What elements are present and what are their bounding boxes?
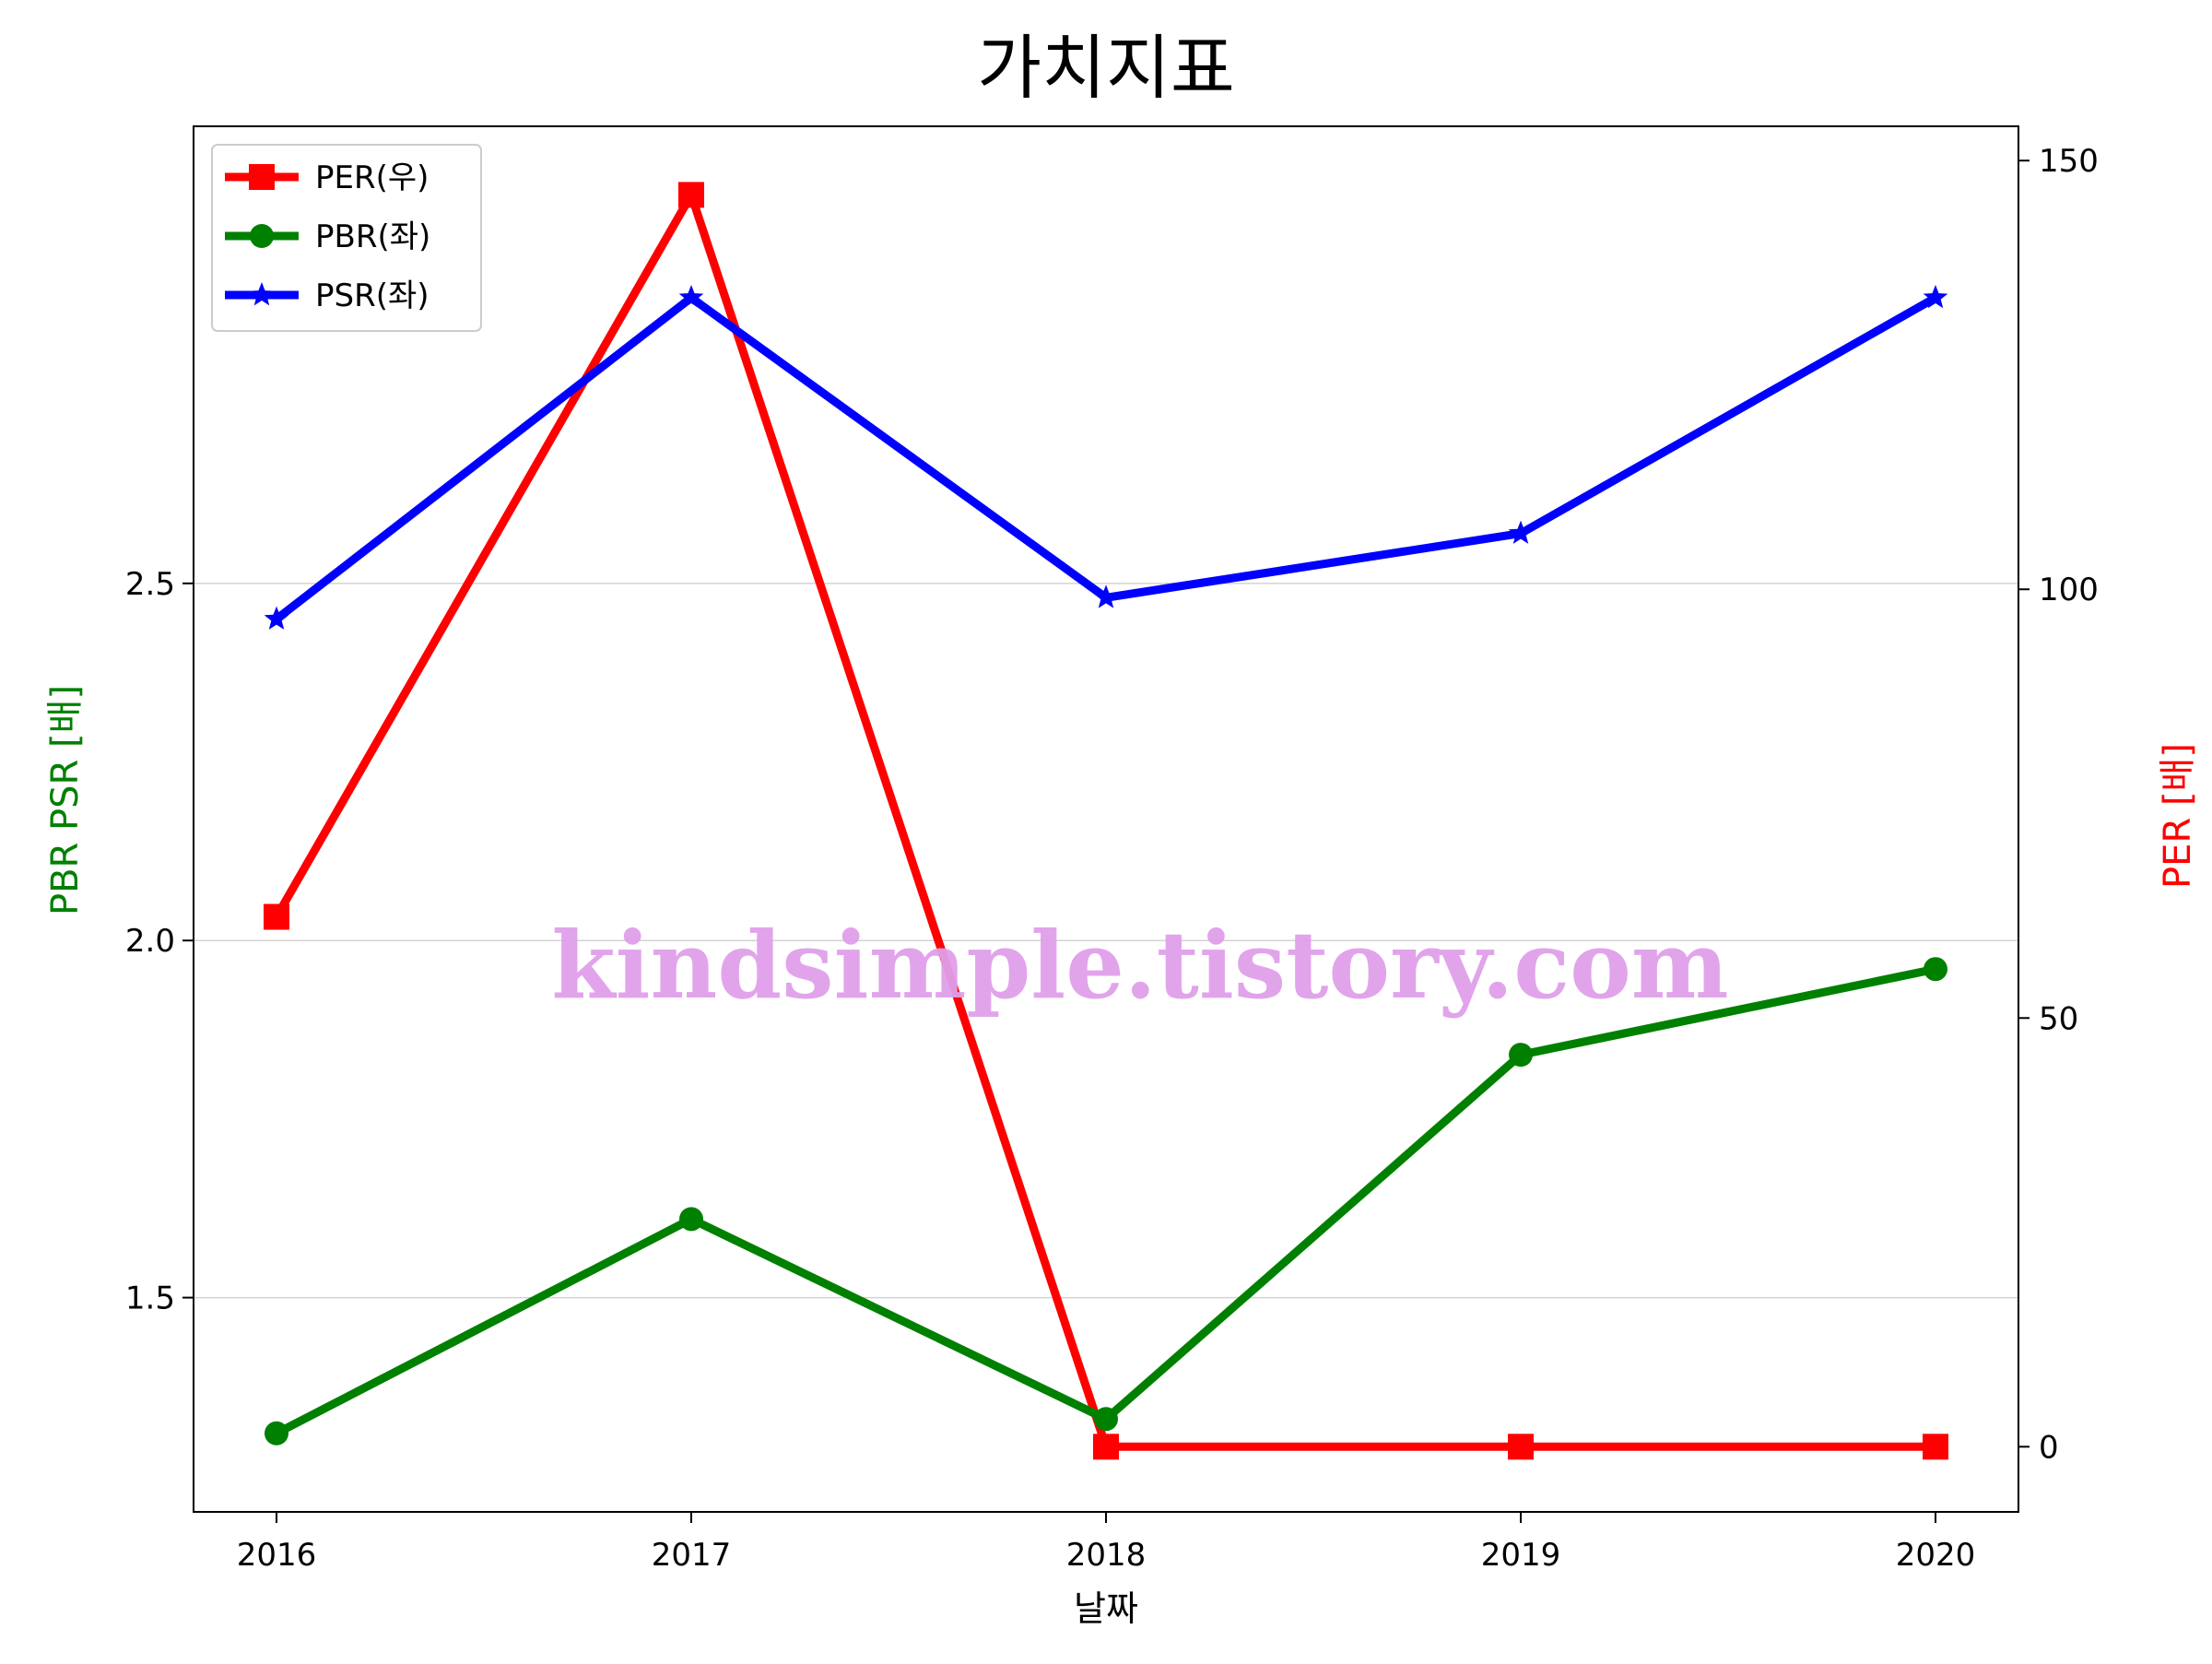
data-point-per <box>678 182 704 208</box>
x-tick-label: 2018 <box>1066 1537 1147 1574</box>
right-y-axis: 0 50 100 150 <box>2018 143 2099 1466</box>
chart-title: 가치지표 <box>977 27 1235 109</box>
data-point-per <box>1093 1434 1119 1460</box>
left-axis-title: PBR PSR [배] <box>44 685 87 915</box>
x-tick-label: 2020 <box>1896 1537 1976 1574</box>
right-tick-label: 0 <box>2039 1429 2059 1466</box>
legend-label-psr: PSR(좌) <box>315 277 429 314</box>
legend-marker-pbr <box>250 224 274 248</box>
left-tick-label: 1.5 <box>125 1280 175 1317</box>
right-tick-label: 150 <box>2039 143 2099 180</box>
data-point-pbr <box>1509 1043 1533 1068</box>
data-point-pbr <box>679 1207 703 1232</box>
right-tick-label: 100 <box>2039 572 2099 608</box>
x-tick-label: 2019 <box>1481 1537 1561 1574</box>
left-tick-label: 2.0 <box>125 923 175 960</box>
data-point-psr <box>1508 520 1534 544</box>
watermark-text: kindsimple.tistory.com <box>551 911 1728 1020</box>
data-point-psr <box>1093 584 1119 608</box>
legend-marker-per <box>249 164 275 190</box>
legend-label-per: PER(우) <box>315 159 429 196</box>
legend-label-pbr: PBR(좌) <box>315 218 430 255</box>
x-axis-title: 날짜 <box>1074 1588 1138 1629</box>
right-axis-title: PER [배] <box>2157 743 2199 889</box>
series-lines <box>264 182 1948 1460</box>
data-point-pbr <box>1094 1407 1118 1432</box>
grid-lines <box>194 583 2018 1299</box>
data-point-pbr <box>1924 957 1947 982</box>
left-y-axis: 1.5 2.0 2.5 <box>125 566 194 1317</box>
legend-box <box>211 144 482 332</box>
left-tick-label: 2.5 <box>125 566 175 603</box>
data-point-psr <box>1923 284 1948 309</box>
legend: PER(우) PBR(좌) PSR(좌) <box>211 144 482 332</box>
legend-marker-psr <box>249 282 275 306</box>
data-point-pbr <box>265 1421 288 1446</box>
x-axis: 2016 2017 2018 2019 2020 <box>237 1512 1976 1574</box>
x-tick-label: 2016 <box>237 1537 317 1574</box>
data-point-psr <box>678 284 704 309</box>
data-point-psr <box>264 606 289 630</box>
data-point-per <box>264 903 289 930</box>
data-point-per <box>1923 1434 1948 1460</box>
data-point-per <box>1508 1434 1534 1460</box>
right-tick-label: 50 <box>2039 1000 2078 1037</box>
x-tick-label: 2017 <box>652 1537 732 1574</box>
